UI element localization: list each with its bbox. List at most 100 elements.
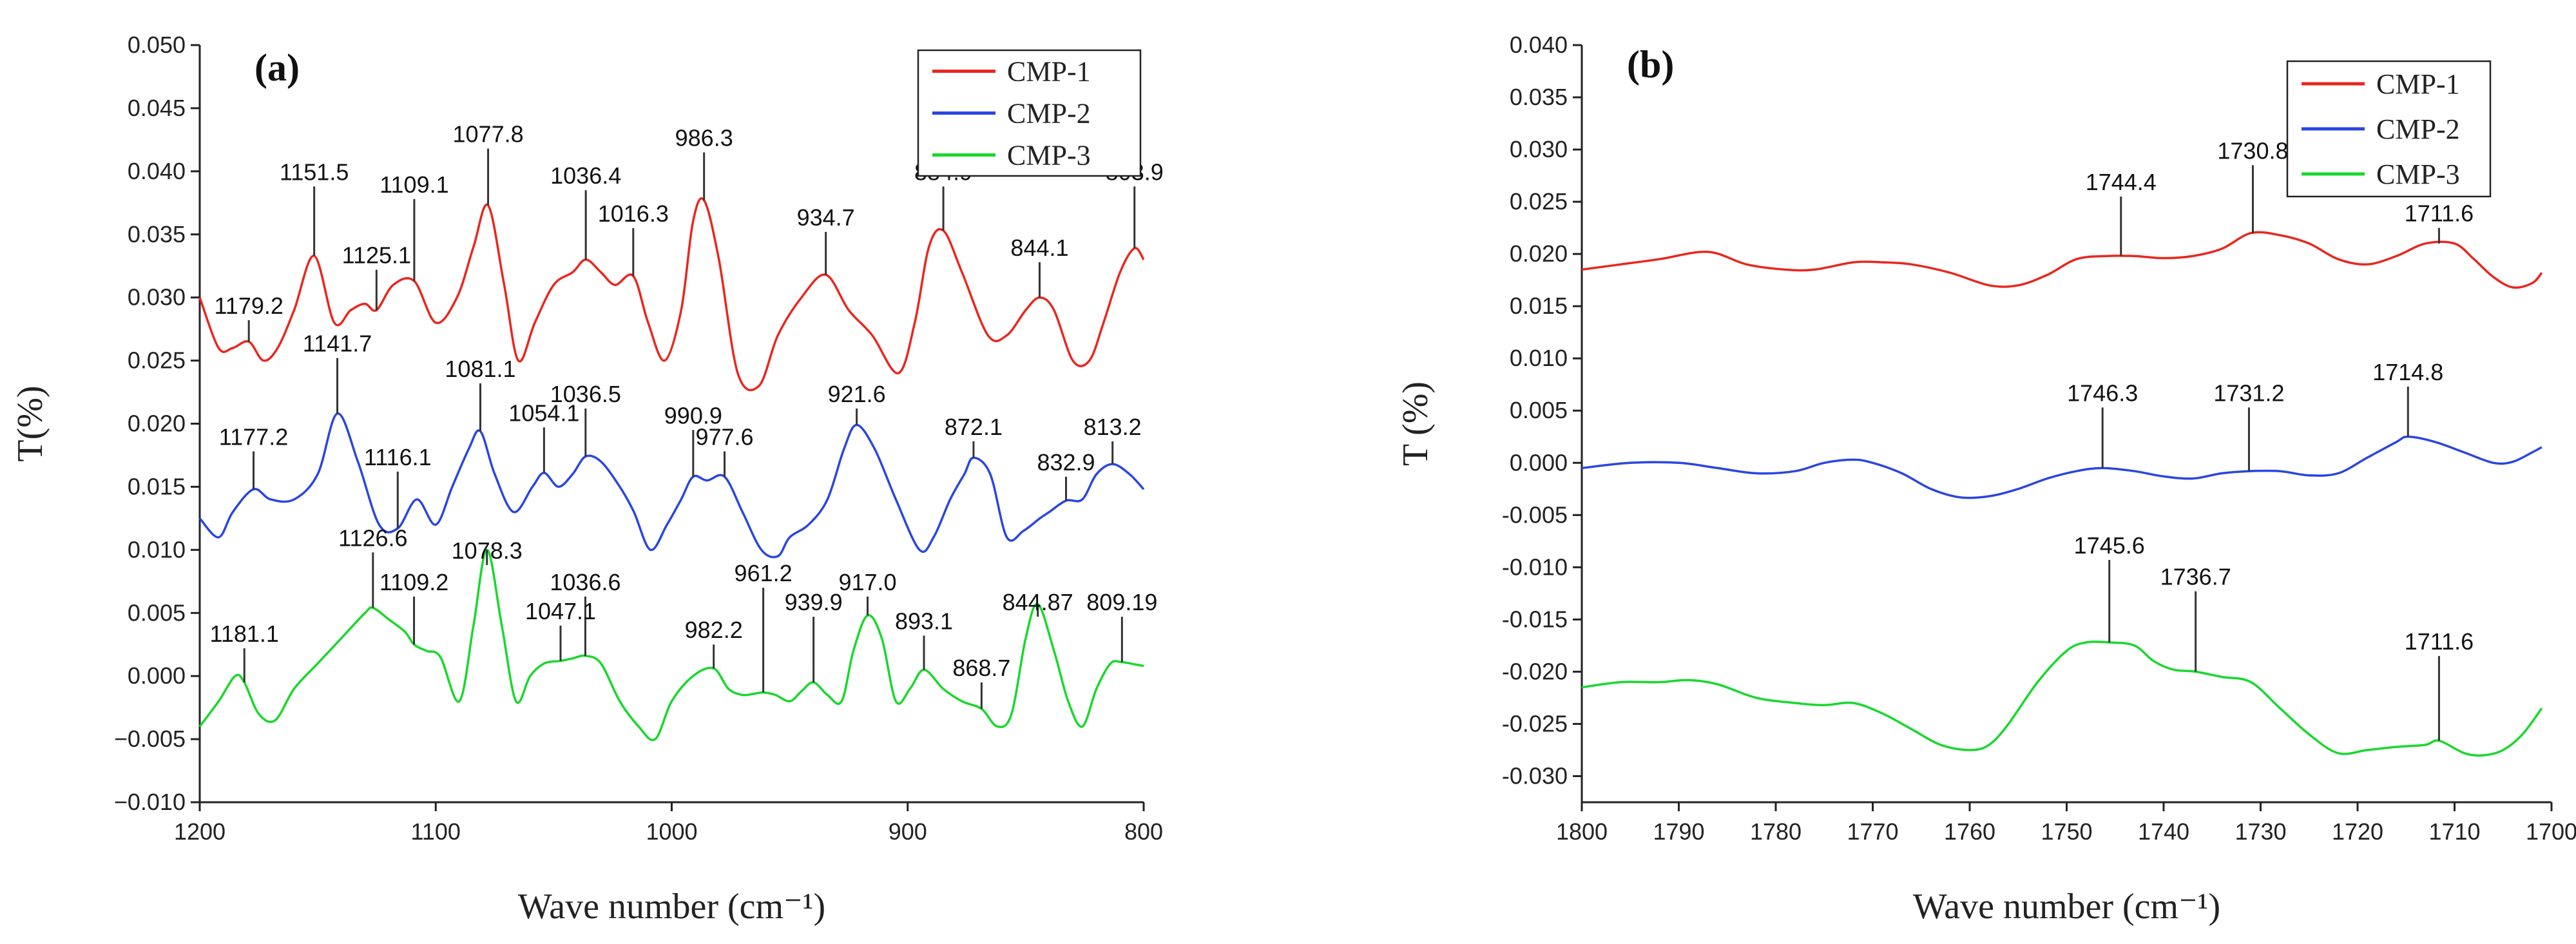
- panel-label: (b): [1627, 43, 1674, 86]
- y-tick-label: -0.015: [1502, 606, 1568, 632]
- x-tick-label: 800: [1124, 818, 1163, 845]
- peak-annotation: 917.0: [838, 569, 896, 595]
- series-line-cmp-1: [198, 197, 1145, 392]
- peak-annotation: 1179.2: [214, 293, 283, 319]
- legend: CMP-1 CMP-2 CMP-3: [2286, 60, 2492, 198]
- y-tick-label: 0.000: [128, 662, 186, 689]
- x-tick-label: 1780: [1750, 818, 1802, 845]
- peak-annotation: 982.2: [685, 617, 743, 643]
- panel-b: -0.030 -0.025 -0.020 -0.015 -0.010 -0.005 0.00…: [1396, 32, 2576, 927]
- legend-label: CMP-1: [2376, 68, 2460, 100]
- x-tick-label: 1790: [1653, 818, 1704, 845]
- peak-annotation: 1109.1: [380, 171, 448, 198]
- x-tick-label: 1700: [2526, 818, 2576, 845]
- peak-annotation: 813.2: [1084, 414, 1142, 440]
- y-tick-label: −0.005: [114, 726, 186, 752]
- y-tick-label: −0.010: [114, 789, 186, 815]
- y-axis-title: T(%): [10, 385, 50, 461]
- peak-annotation: 1711.6: [2405, 200, 2474, 227]
- y-tick-label: 0.015: [1510, 293, 1568, 319]
- peak-annotation: 1141.7: [303, 331, 372, 357]
- peak-annotation: 1177.2: [219, 424, 288, 450]
- peak-annotation: 1081.1: [445, 356, 515, 382]
- series-line-cmp-3: [198, 548, 1144, 742]
- peak-annotation: 1036.5: [550, 381, 621, 407]
- x-tick-label: 1740: [2138, 818, 2189, 845]
- peak-annotation: 844.1: [1010, 235, 1068, 261]
- peak-annotation: 1746.3: [2067, 380, 2138, 406]
- peak-annotation: 868.7: [952, 655, 1010, 681]
- y-tick-label: 0.050: [128, 32, 186, 58]
- y-tick-label: 0.020: [1510, 240, 1568, 267]
- y-tick-label: 0.040: [128, 158, 186, 184]
- peak-annotation: 872.1: [945, 414, 1003, 440]
- y-tick-label: 0.035: [128, 221, 186, 247]
- peak-annotation: 1077.8: [453, 121, 524, 148]
- y-tick-label: -0.025: [1502, 710, 1568, 737]
- series-line-cmp-1: [1581, 231, 2543, 289]
- y-tick-label: 0.025: [128, 347, 186, 374]
- y-tick-label: 0.010: [1510, 345, 1568, 371]
- y-axis-title: T (%): [1396, 381, 1436, 466]
- peak-annotation: 844.87: [1003, 589, 1073, 615]
- x-tick-label: 1730: [2235, 818, 2286, 845]
- peak-annotation: 961.2: [735, 560, 793, 586]
- peak-annotation: 893.1: [895, 608, 953, 635]
- y-tick-label: -0.005: [1502, 501, 1568, 528]
- peak-annotation: 1109.2: [380, 569, 448, 595]
- x-tick-label: 1720: [2332, 818, 2383, 845]
- x-tick-label: 1760: [1944, 818, 1995, 845]
- peak-annotation: 1151.5: [280, 159, 349, 185]
- legend-label: CMP-3: [1007, 140, 1091, 171]
- peak-annotation: 1731.2: [2213, 380, 2284, 406]
- y-tick-label: 0.025: [1510, 188, 1568, 215]
- x-tick-label: 1200: [174, 818, 226, 845]
- panel-a: −0.010 −0.005 0.000 0.005 0.010 0.015 0.020 0.0…: [10, 32, 1164, 927]
- y-tick-label: -0.030: [1502, 762, 1568, 789]
- peak-annotation: 939.9: [785, 589, 843, 615]
- peak-annotation: 1744.4: [2086, 169, 2157, 195]
- peak-annotation: 1125.1: [342, 242, 411, 269]
- y-tick-label: 0.030: [128, 284, 186, 311]
- series-line-cmp-3: [1581, 641, 2543, 757]
- legend-label: CMP-2: [2376, 113, 2460, 145]
- x-tick-label: 1770: [1847, 818, 1898, 845]
- peak-annotation: 1054.1: [508, 400, 579, 426]
- peak-annotation: 809.19: [1086, 589, 1157, 615]
- x-axis-title: Wave number (cm⁻¹): [518, 887, 825, 927]
- legend-label: CMP-3: [2376, 159, 2460, 190]
- legend-label: CMP-2: [1007, 98, 1091, 130]
- y-tick-label: -0.010: [1502, 554, 1568, 580]
- y-tick-label: 0.010: [128, 536, 186, 563]
- peak-annotation: 1181.1: [210, 621, 279, 647]
- peak-annotation: 990.9: [664, 402, 722, 429]
- x-tick-label: 900: [889, 818, 927, 845]
- peak-annotation: 1036.6: [550, 569, 620, 595]
- series-line-cmp-2: [198, 412, 1145, 559]
- legend: CMP-1 CMP-2 CMP-3: [917, 49, 1142, 177]
- peak-annotation: 1730.8: [2217, 137, 2288, 164]
- y-tick-label: 0.035: [1510, 84, 1568, 110]
- peak-annotation: 977.6: [695, 424, 753, 450]
- panel-label: (a): [255, 46, 300, 89]
- peak-annotation: 986.3: [675, 124, 733, 151]
- peak-annotation: 832.9: [1037, 449, 1095, 476]
- y-tick-label: 0.015: [128, 473, 186, 499]
- peak-annotation: 1047.1: [525, 598, 596, 624]
- peak-annotation: 1745.6: [2074, 532, 2145, 559]
- peak-annotation: 1036.4: [550, 162, 621, 189]
- x-tick-label: 1000: [646, 818, 697, 845]
- peak-annotation: 934.7: [797, 204, 855, 231]
- y-tick-label: 0.030: [1510, 136, 1568, 162]
- legend-label: CMP-1: [1007, 56, 1091, 88]
- y-tick-label: 0.000: [1510, 449, 1568, 476]
- y-tick-label: 0.040: [1510, 32, 1568, 58]
- series-line-cmp-2: [1581, 436, 2542, 499]
- y-tick-label: 0.020: [128, 410, 186, 437]
- x-tick-label: 1100: [411, 818, 461, 845]
- x-axis-title: Wave number (cm⁻¹): [1913, 887, 2220, 927]
- peak-annotation: 1116.1: [364, 444, 432, 470]
- peak-annotation: 1078.3: [452, 537, 523, 564]
